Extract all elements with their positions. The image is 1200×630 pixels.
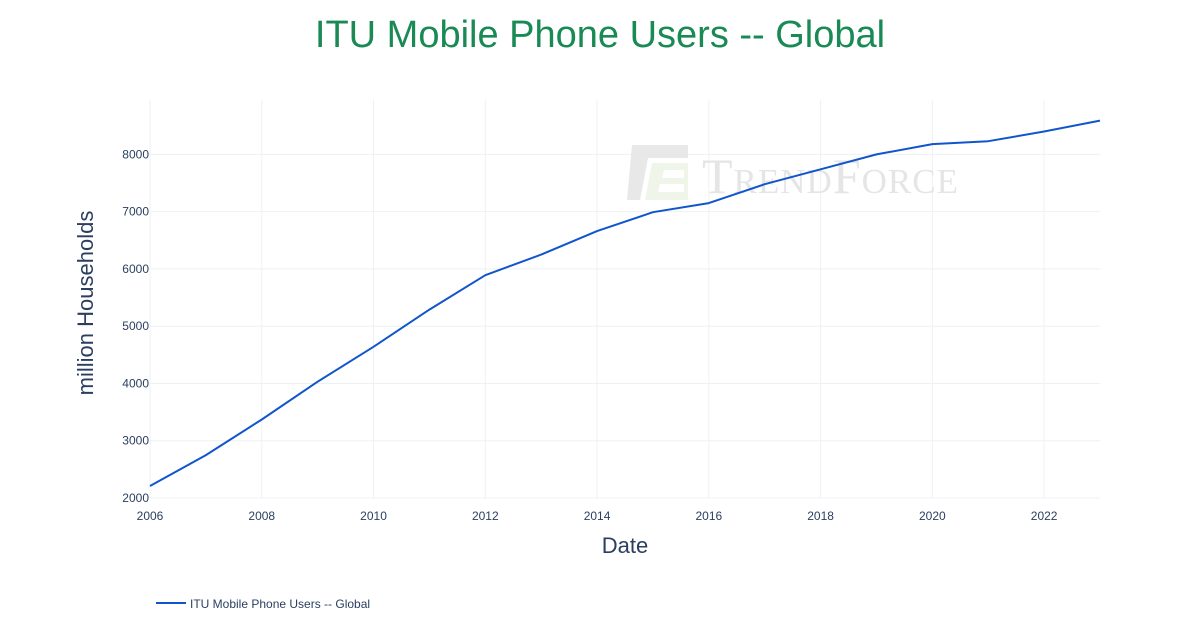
x-tick-label: 2022	[1031, 509, 1058, 523]
watermark-text: TrendForce	[702, 148, 959, 204]
y-tick-label: 3000	[122, 434, 149, 448]
chart-title: ITU Mobile Phone Users -- Global	[314, 14, 886, 56]
y-tick-label: 5000	[122, 319, 149, 333]
y-tick-label: 4000	[122, 376, 149, 390]
y-axis-title: million Households	[73, 211, 98, 396]
tick-labels: 2006 2008 2010 2012 2014 2016 2018 2020 2022 2000…	[122, 147, 1057, 523]
series-layer	[149, 119, 1101, 487]
trendforce-logo-icon	[627, 145, 688, 200]
legend[interactable]: ITU Mobile Phone Users -- Global	[156, 597, 370, 611]
legend-label: ITU Mobile Phone Users -- Global	[190, 597, 370, 611]
x-tick-label: 2018	[807, 509, 834, 523]
x-tick-label: 2012	[472, 509, 499, 523]
y-tick-label: 2000	[122, 491, 149, 505]
y-tick-label: 8000	[122, 147, 149, 161]
y-tick-label: 7000	[122, 205, 149, 219]
y-tick-label: 6000	[122, 262, 149, 276]
x-tick-label: 2006	[137, 509, 164, 523]
series-line[interactable]	[149, 119, 1101, 487]
x-tick-label: 2016	[695, 509, 722, 523]
x-tick-label: 2010	[360, 509, 387, 523]
x-axis-title: Date	[602, 533, 648, 558]
grid	[149, 100, 1100, 499]
trendforce-watermark: TrendForce	[627, 145, 959, 204]
x-tick-label: 2014	[584, 509, 611, 523]
x-tick-label: 2020	[919, 509, 946, 523]
x-tick-label: 2008	[248, 509, 275, 523]
